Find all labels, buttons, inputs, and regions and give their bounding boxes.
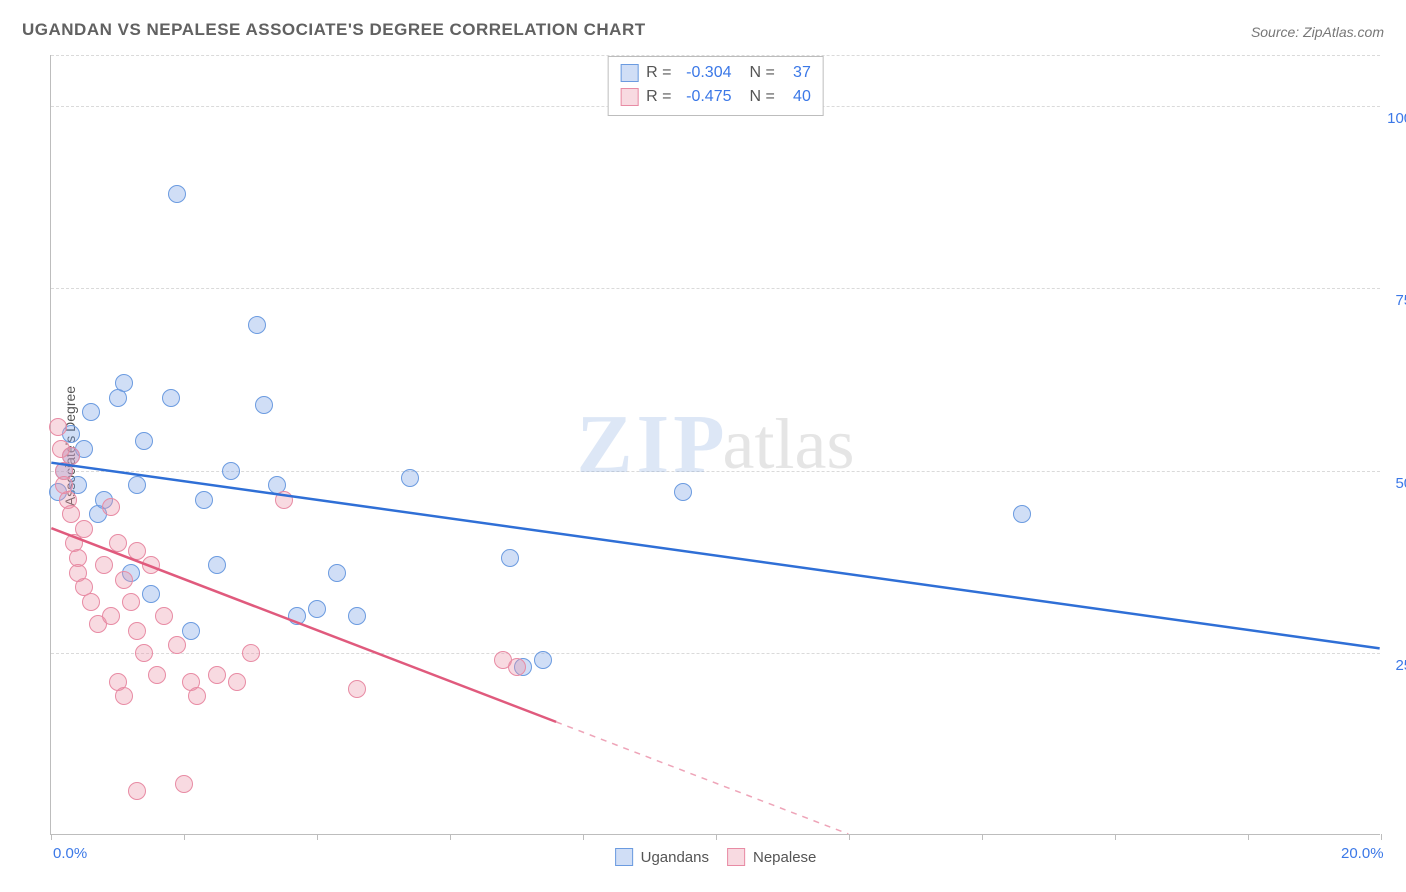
source-citation: Source: ZipAtlas.com [1251, 24, 1384, 40]
series-legend: Ugandans Nepalese [615, 848, 817, 866]
data-point-nepalese [62, 505, 80, 523]
correlation-legend: R = -0.304 N = 37 R = -0.475 N = 40 [607, 56, 824, 116]
x-tick-label: 0.0% [53, 845, 87, 862]
swatch-ugandans [615, 848, 633, 866]
data-point-ugandan [208, 556, 226, 574]
data-point-ugandan [534, 651, 552, 669]
n-value-nepalese: 40 [783, 85, 811, 109]
trendline-ugandans [51, 463, 1379, 649]
n-label: N = [750, 85, 775, 109]
data-point-nepalese [75, 520, 93, 538]
y-tick-label: 25.0% [1395, 657, 1406, 674]
x-tick [1115, 834, 1116, 840]
swatch-nepalese [620, 88, 638, 106]
x-tick [51, 834, 52, 840]
legend-item-ugandans: Ugandans [615, 848, 709, 866]
data-point-nepalese [275, 491, 293, 509]
data-point-nepalese [208, 666, 226, 684]
x-tick [716, 834, 717, 840]
data-point-ugandan [401, 469, 419, 487]
data-point-ugandan [115, 374, 133, 392]
data-point-nepalese [155, 607, 173, 625]
data-point-ugandan [248, 316, 266, 334]
data-point-nepalese [62, 447, 80, 465]
r-value-ugandans: -0.304 [680, 61, 732, 85]
data-point-nepalese [228, 673, 246, 691]
x-tick [982, 834, 983, 840]
n-label: N = [750, 61, 775, 85]
data-point-ugandan [162, 389, 180, 407]
data-point-nepalese [109, 534, 127, 552]
data-point-ugandan [308, 600, 326, 618]
x-tick [583, 834, 584, 840]
data-point-nepalese [175, 775, 193, 793]
data-point-ugandan [348, 607, 366, 625]
x-tick-label: 20.0% [1341, 845, 1384, 862]
data-point-nepalese [128, 782, 146, 800]
data-point-nepalese [135, 644, 153, 662]
data-point-ugandan [1013, 505, 1031, 523]
data-point-ugandan [182, 622, 200, 640]
data-point-ugandan [328, 564, 346, 582]
n-value-ugandans: 37 [783, 61, 811, 85]
y-tick-label: 100.0% [1387, 110, 1406, 127]
series-name-nepalese: Nepalese [753, 849, 816, 866]
legend-row-ugandans: R = -0.304 N = 37 [620, 61, 811, 85]
data-point-ugandan [195, 491, 213, 509]
x-tick [184, 834, 185, 840]
y-tick-label: 75.0% [1395, 292, 1406, 309]
data-point-ugandan [142, 585, 160, 603]
data-point-nepalese [242, 644, 260, 662]
legend-item-nepalese: Nepalese [727, 848, 816, 866]
data-point-nepalese [49, 418, 67, 436]
data-point-nepalese [82, 593, 100, 611]
y-tick-label: 50.0% [1395, 475, 1406, 492]
data-point-nepalese [508, 658, 526, 676]
data-point-nepalese [115, 571, 133, 589]
trendline-dashed-nepalese [556, 722, 848, 834]
watermark: ZIP atlas [51, 55, 1380, 834]
data-point-nepalese [348, 680, 366, 698]
r-label: R = [646, 61, 671, 85]
gridline [51, 288, 1380, 289]
data-point-ugandan [255, 396, 273, 414]
x-tick [1248, 834, 1249, 840]
x-tick [849, 834, 850, 840]
data-point-nepalese [128, 542, 146, 560]
data-point-nepalese [102, 498, 120, 516]
data-point-nepalese [168, 636, 186, 654]
legend-row-nepalese: R = -0.475 N = 40 [620, 85, 811, 109]
x-tick [450, 834, 451, 840]
gridline [51, 471, 1380, 472]
scatter-plot-area: ZIP atlas R = -0.304 N = 37 R = -0.475 N… [50, 55, 1380, 835]
r-label: R = [646, 85, 671, 109]
data-point-nepalese [95, 556, 113, 574]
data-point-nepalese [102, 607, 120, 625]
watermark-atlas: atlas [723, 403, 855, 486]
data-point-nepalese [122, 593, 140, 611]
data-point-ugandan [82, 403, 100, 421]
data-point-ugandan [288, 607, 306, 625]
series-name-ugandans: Ugandans [641, 849, 709, 866]
x-tick [317, 834, 318, 840]
x-tick [1381, 834, 1382, 840]
data-point-ugandan [135, 432, 153, 450]
watermark-zip: ZIP [577, 396, 729, 493]
data-point-nepalese [115, 687, 133, 705]
data-point-nepalese [148, 666, 166, 684]
data-point-nepalese [188, 687, 206, 705]
chart-title: UGANDAN VS NEPALESE ASSOCIATE'S DEGREE C… [22, 20, 646, 40]
data-point-ugandan [128, 476, 146, 494]
data-point-nepalese [128, 622, 146, 640]
swatch-nepalese [727, 848, 745, 866]
trend-lines-layer [51, 55, 1380, 834]
r-value-nepalese: -0.475 [680, 85, 732, 109]
data-point-ugandan [501, 549, 519, 567]
data-point-nepalese [142, 556, 160, 574]
data-point-ugandan [168, 185, 186, 203]
data-point-ugandan [222, 462, 240, 480]
data-point-ugandan [674, 483, 692, 501]
swatch-ugandans [620, 64, 638, 82]
